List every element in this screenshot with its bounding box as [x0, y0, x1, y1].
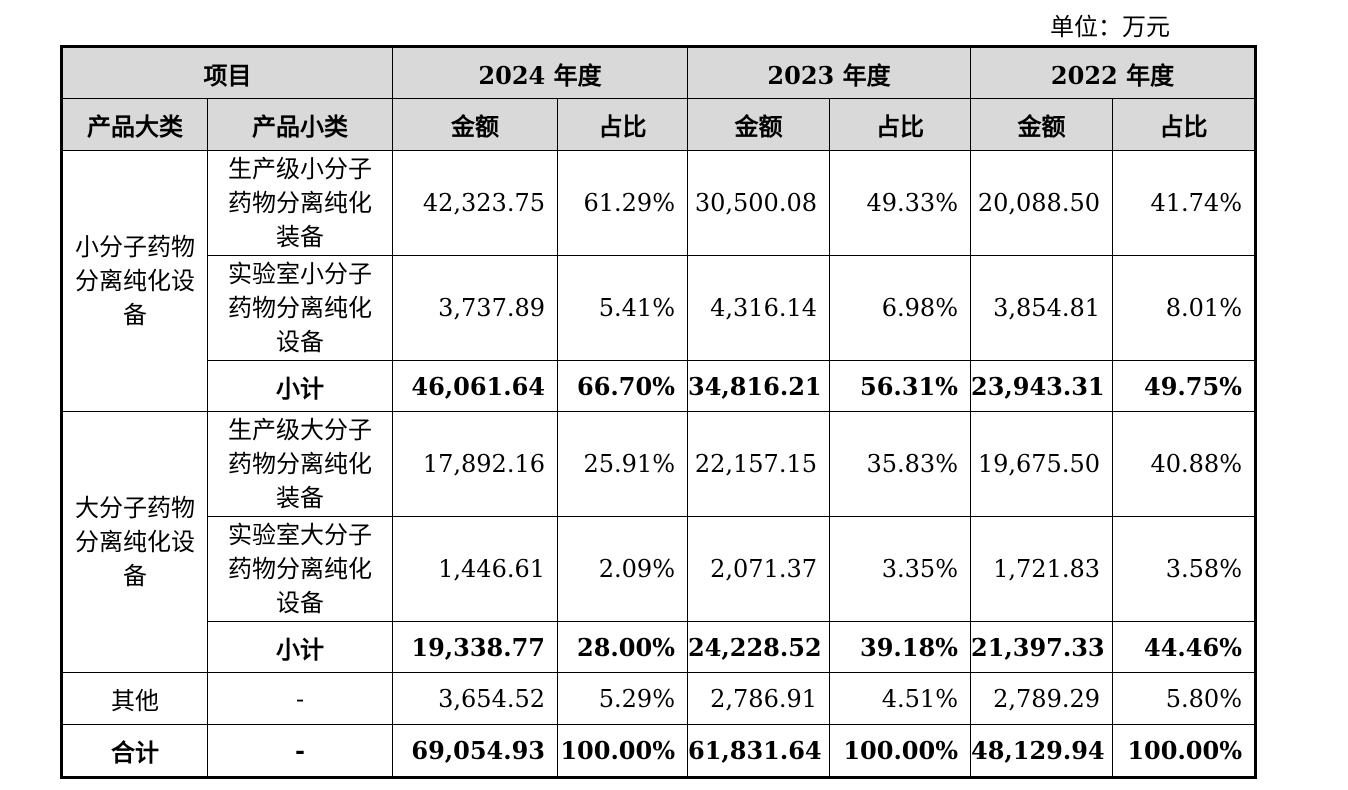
amount-cell: 20,088.50 [970, 150, 1113, 256]
ratio-cell: 8.01% [1112, 255, 1256, 361]
unit-label: 单位：万元 [1050, 13, 1170, 41]
minor-category-cell: 实验室大分子药物分离纯化设备 [207, 516, 393, 622]
header-major-category: 产品大类 [61, 98, 208, 151]
table-row: 实验室小分子药物分离纯化设备 3,737.89 5.41% 4,316.14 6… [62, 255, 1256, 361]
ratio-cell: 25.91% [557, 411, 688, 517]
amount-cell: 23,943.31 [970, 360, 1113, 412]
major-category-cell: 小分子药物分离纯化设备 [61, 150, 208, 412]
total-sub: - [207, 724, 393, 778]
subtotal-row: 小计 46,061.64 66.70% 34,816.21 56.31% 23,… [62, 360, 1256, 412]
ratio-cell: 40.88% [1112, 411, 1256, 517]
header-row-columns: 产品大类 产品小类 金额 占比 金额 占比 金额 占比 [61, 98, 1256, 151]
minor-category-cell: 实验室小分子药物分离纯化设备 [207, 255, 393, 361]
other-row: 其他 - 3,654.52 5.29% 2,786.91 4.51% 2,789… [61, 672, 1256, 725]
amount-cell: 17,892.16 [392, 411, 558, 517]
amount-cell: 48,129.94 [970, 724, 1113, 778]
ratio-cell: 100.00% [557, 724, 688, 778]
ratio-cell: 5.29% [557, 672, 688, 725]
header-year-2022: 2022 年度 [970, 46, 1256, 99]
table-row: 小分子药物分离纯化设备 生产级小分子药物分离纯化装备 42,323.75 61.… [61, 150, 1256, 412]
header-item: 项目 [61, 46, 393, 99]
amount-cell: 22,157.15 [687, 411, 830, 517]
amount-cell: 30,500.08 [687, 150, 830, 256]
header-amount: 金额 [687, 98, 830, 151]
subtotal-label: 小计 [207, 621, 393, 673]
ratio-cell: 6.98% [829, 255, 971, 361]
ratio-cell: 39.18% [829, 621, 971, 673]
amount-cell: 19,338.77 [392, 621, 558, 673]
header-minor-category: 产品小类 [207, 98, 393, 151]
amount-cell: 3,737.89 [392, 255, 558, 361]
ratio-cell: 2.09% [557, 516, 688, 622]
amount-cell: 69,054.93 [392, 724, 558, 778]
ratio-cell: 49.33% [829, 150, 971, 256]
ratio-cell: 100.00% [1112, 724, 1256, 778]
amount-cell: 3,654.52 [392, 672, 558, 725]
ratio-cell: 4.51% [829, 672, 971, 725]
amount-cell: 2,786.91 [687, 672, 830, 725]
table-row: 实验室大分子药物分离纯化设备 1,446.61 2.09% 2,071.37 3… [62, 516, 1256, 622]
ratio-cell: 28.00% [557, 621, 688, 673]
header-year-2023: 2023 年度 [687, 46, 971, 99]
amount-cell: 19,675.50 [970, 411, 1113, 517]
table-row: 大分子药物分离纯化设备 生产级大分子药物分离纯化装备 17,892.16 25.… [61, 411, 1256, 673]
ratio-cell: 49.75% [1112, 360, 1256, 412]
ratio-cell: 35.83% [829, 411, 971, 517]
revenue-table: 项目 2024 年度 2023 年度 2022 年度 产品大类 产品小类 金额 … [60, 45, 1257, 779]
minor-category-cell: 生产级小分子药物分离纯化装备 [207, 150, 393, 256]
header-amount: 金额 [970, 98, 1113, 151]
ratio-cell: 100.00% [829, 724, 971, 778]
header-row-years: 项目 2024 年度 2023 年度 2022 年度 [61, 46, 1256, 99]
amount-cell: 61,831.64 [687, 724, 830, 778]
amount-cell: 24,228.52 [687, 621, 830, 673]
ratio-cell: 3.35% [829, 516, 971, 622]
ratio-cell: 3.58% [1112, 516, 1256, 622]
total-label: 合计 [61, 724, 208, 778]
ratio-cell: 44.46% [1112, 621, 1256, 673]
ratio-cell: 5.80% [1112, 672, 1256, 725]
amount-cell: 3,854.81 [970, 255, 1113, 361]
amount-cell: 21,397.33 [970, 621, 1113, 673]
other-label: 其他 [61, 672, 208, 725]
subtotal-label: 小计 [207, 360, 393, 412]
header-amount: 金额 [392, 98, 558, 151]
amount-cell: 42,323.75 [392, 150, 558, 256]
amount-cell: 2,789.29 [970, 672, 1113, 725]
ratio-cell: 61.29% [557, 150, 688, 256]
header-year-2024: 2024 年度 [392, 46, 688, 99]
subtotal-row: 小计 19,338.77 28.00% 24,228.52 39.18% 21,… [62, 621, 1256, 673]
amount-cell: 1,446.61 [392, 516, 558, 622]
amount-cell: 46,061.64 [392, 360, 558, 412]
header-ratio: 占比 [829, 98, 971, 151]
amount-cell: 2,071.37 [687, 516, 830, 622]
ratio-cell: 66.70% [557, 360, 688, 412]
amount-cell: 1,721.83 [970, 516, 1113, 622]
minor-category-cell: 生产级大分子药物分离纯化装备 [207, 411, 393, 517]
ratio-cell: 56.31% [829, 360, 971, 412]
total-row: 合计 - 69,054.93 100.00% 61,831.64 100.00%… [61, 724, 1256, 778]
header-ratio: 占比 [557, 98, 688, 151]
header-ratio: 占比 [1112, 98, 1256, 151]
ratio-cell: 5.41% [557, 255, 688, 361]
amount-cell: 4,316.14 [687, 255, 830, 361]
major-category-cell: 大分子药物分离纯化设备 [61, 411, 208, 673]
ratio-cell: 41.74% [1112, 150, 1256, 256]
amount-cell: 34,816.21 [687, 360, 830, 412]
other-sub: - [207, 672, 393, 725]
